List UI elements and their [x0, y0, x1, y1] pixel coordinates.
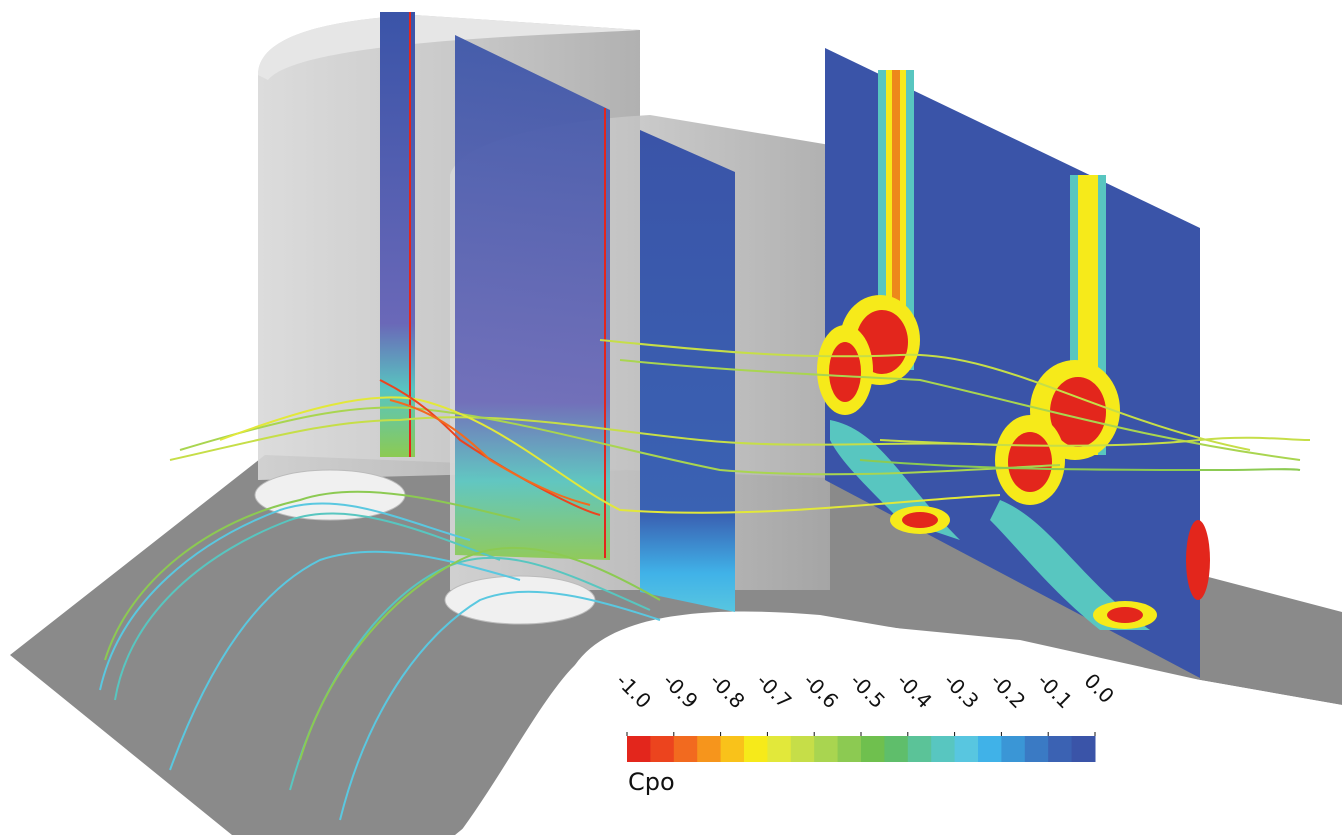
- page: Cpo -1.0-0.9-0.8-0.7-0.6-0.5-0.4-0.3-0.2…: [0, 0, 1342, 839]
- blade-root: [445, 576, 595, 624]
- color-band: [861, 736, 885, 762]
- contour-plane: [640, 130, 735, 612]
- color-band: [674, 736, 698, 762]
- color-band: [978, 736, 1002, 762]
- contour-plane: [455, 35, 610, 560]
- color-band: [744, 736, 768, 762]
- color-band: [955, 736, 979, 762]
- color-band: [697, 736, 721, 762]
- color-band: [1072, 736, 1096, 762]
- color-band: [814, 736, 838, 762]
- color-band: [1025, 736, 1049, 762]
- color-band: [1001, 736, 1025, 762]
- visualization: Cpo -1.0-0.9-0.8-0.7-0.6-0.5-0.4-0.3-0.2…: [0, 0, 1342, 839]
- color-band: [908, 736, 932, 762]
- color-band: [1048, 736, 1072, 762]
- color-band: [791, 736, 815, 762]
- colorbar-label: Cpo: [628, 768, 675, 796]
- color-band: [767, 736, 791, 762]
- color-band: [627, 736, 651, 762]
- color-band: [650, 736, 674, 762]
- color-band: [838, 736, 862, 762]
- color-band: [931, 736, 955, 762]
- color-band: [721, 736, 745, 762]
- color-band: [884, 736, 908, 762]
